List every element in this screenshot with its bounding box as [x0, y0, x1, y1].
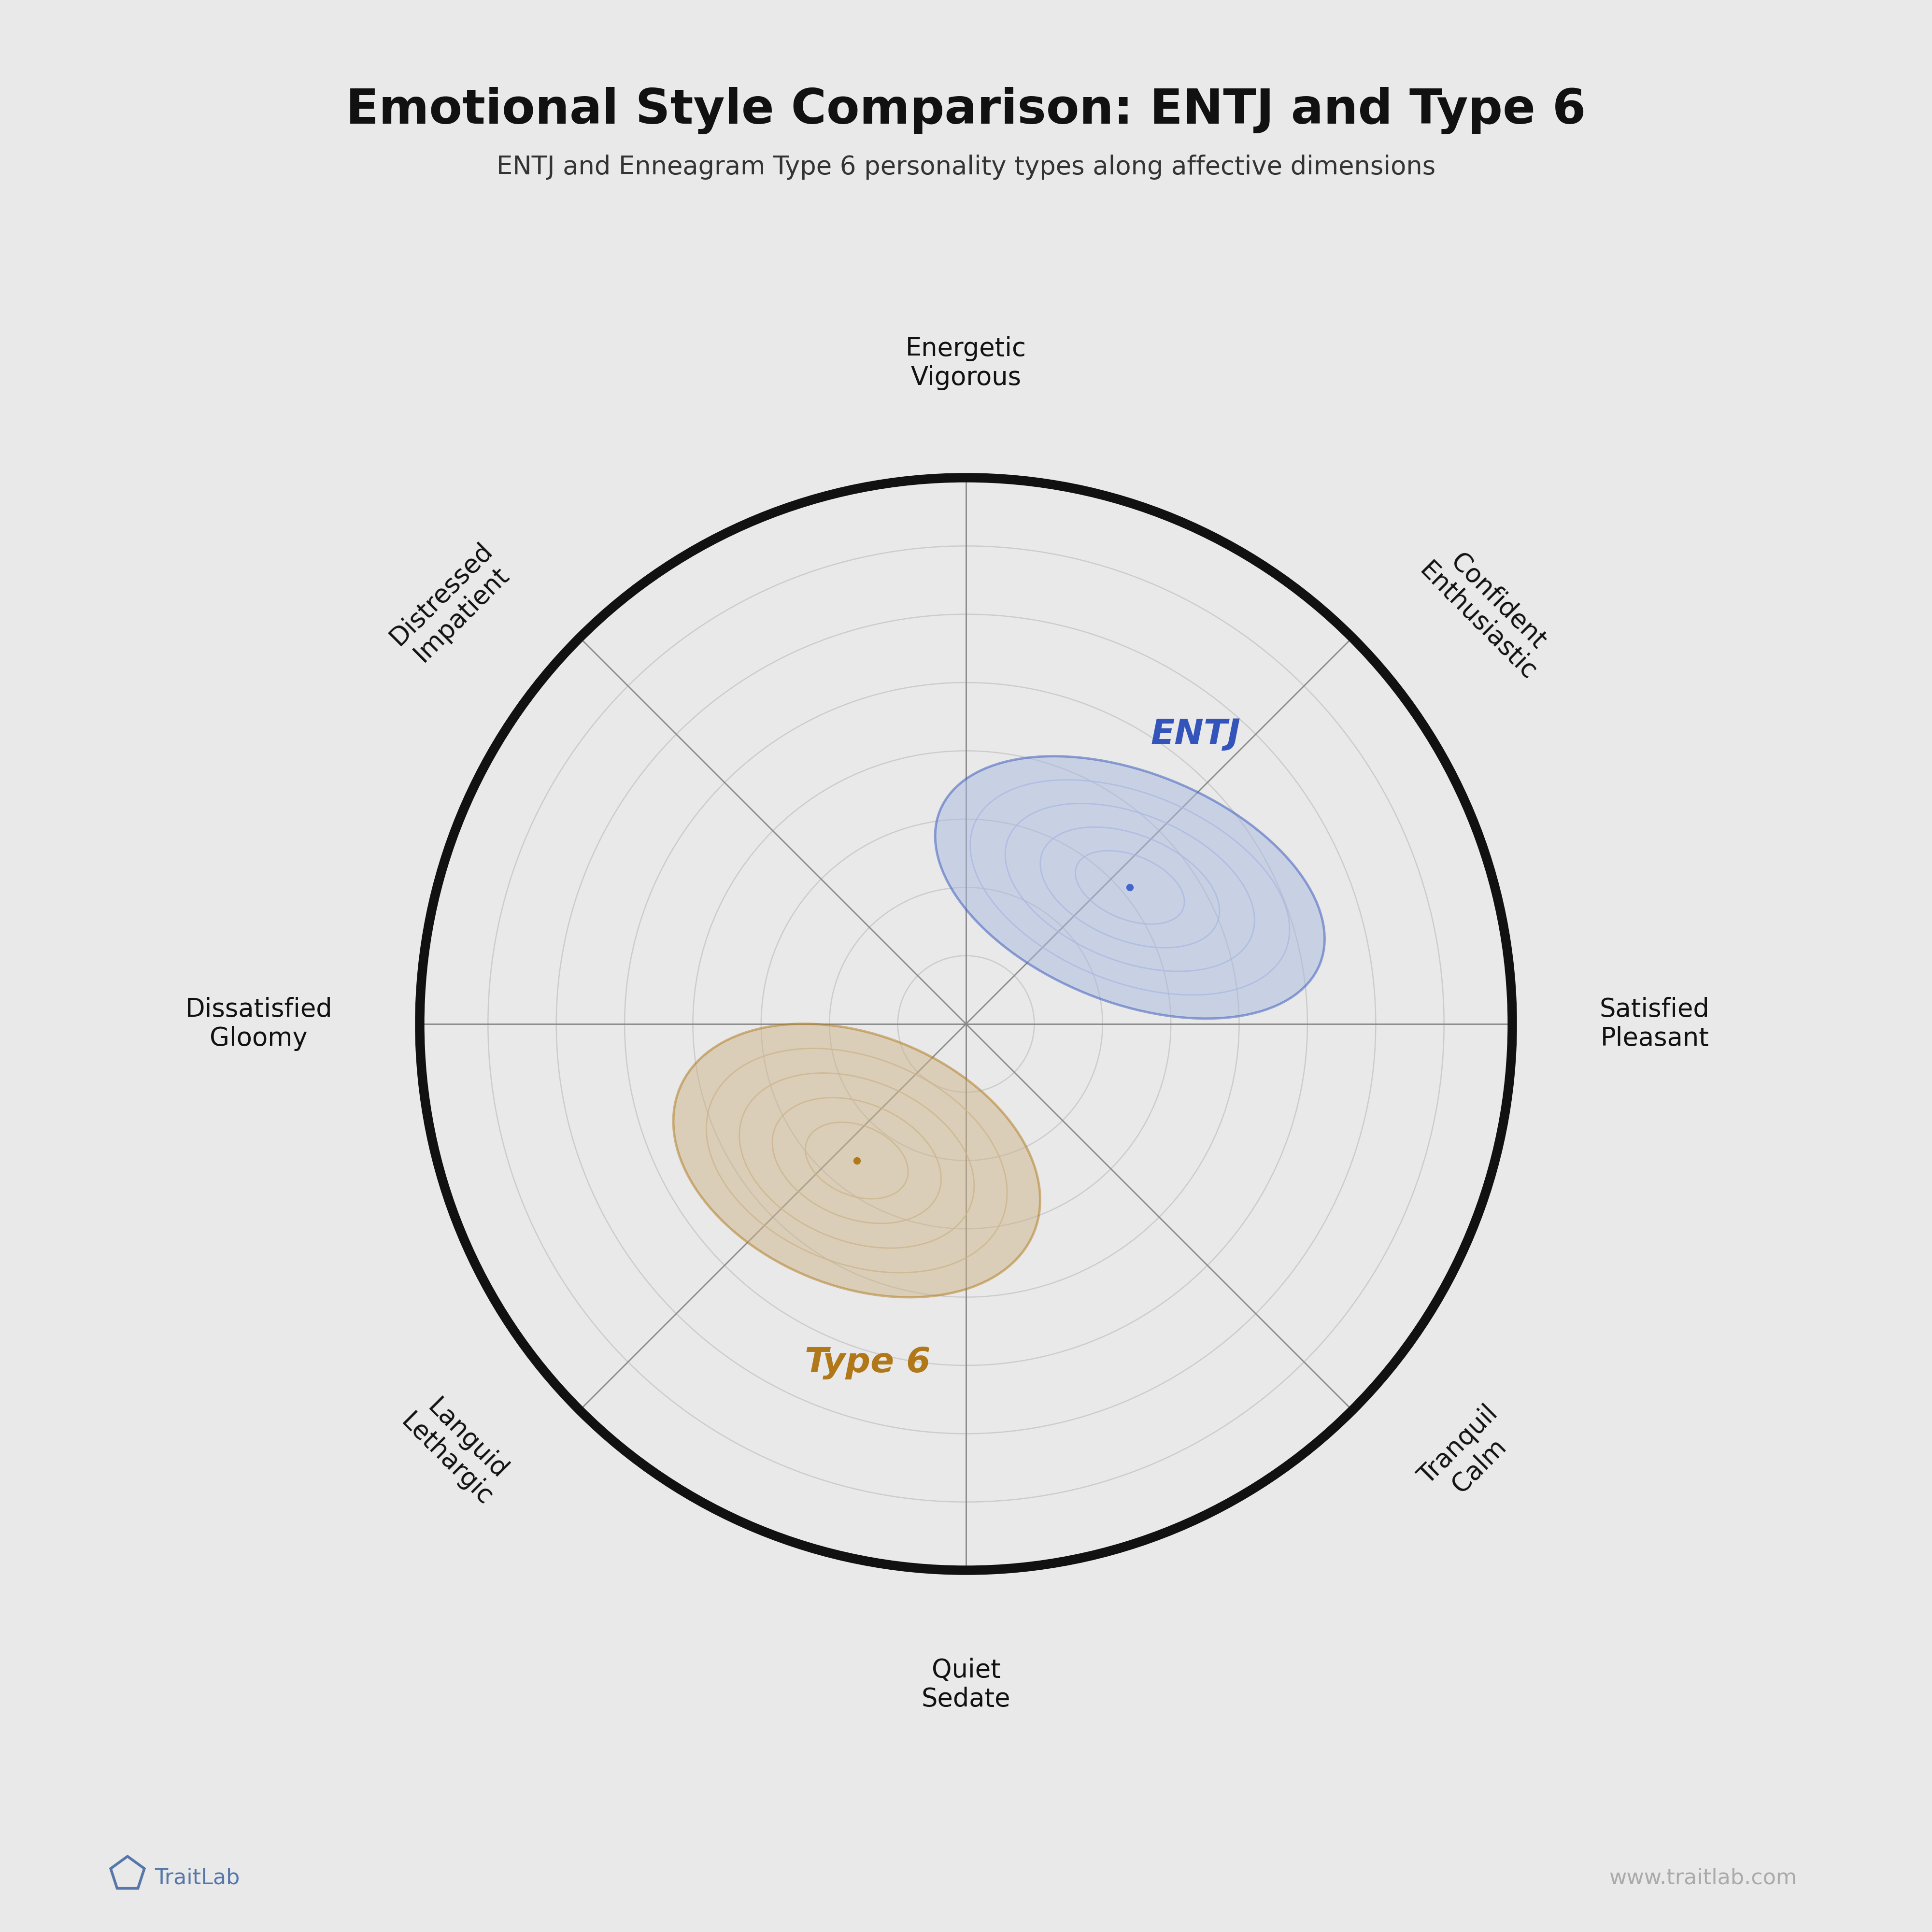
Text: Languid
Lethargic: Languid Lethargic [396, 1389, 518, 1511]
Text: Type 6: Type 6 [806, 1347, 931, 1379]
Text: Energetic
Vigorous: Energetic Vigorous [906, 336, 1026, 390]
Text: Emotional Style Comparison: ENTJ and Type 6: Emotional Style Comparison: ENTJ and Typ… [346, 87, 1586, 135]
Text: ENTJ and Enneagram Type 6 personality types along affective dimensions: ENTJ and Enneagram Type 6 personality ty… [497, 155, 1435, 180]
Ellipse shape [674, 1024, 1039, 1296]
Text: TraitLab: TraitLab [155, 1868, 240, 1888]
Text: Quiet
Sedate: Quiet Sedate [922, 1658, 1010, 1712]
Text: www.traitlab.com: www.traitlab.com [1609, 1868, 1797, 1888]
Text: Confident
Enthusiastic: Confident Enthusiastic [1414, 537, 1561, 686]
Text: Distressed
Impatient: Distressed Impatient [384, 537, 518, 670]
Ellipse shape [935, 755, 1325, 1018]
Text: Satisfied
Pleasant: Satisfied Pleasant [1600, 997, 1710, 1051]
Text: Tranquil
Calm: Tranquil Calm [1414, 1401, 1524, 1511]
Text: ENTJ: ENTJ [1151, 719, 1240, 752]
Text: Dissatisfied
Gloomy: Dissatisfied Gloomy [185, 997, 332, 1051]
